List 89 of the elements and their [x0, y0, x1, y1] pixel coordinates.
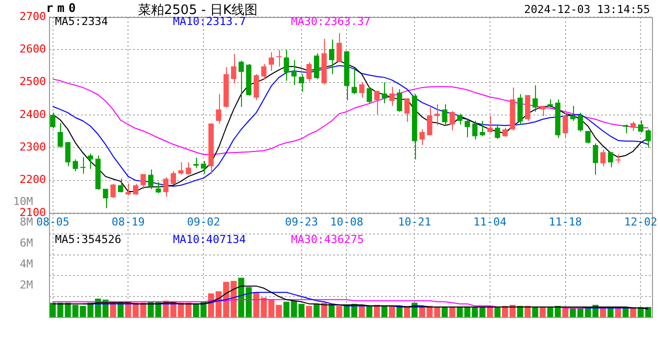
candlestick — [156, 181, 161, 194]
candlestick — [404, 98, 410, 122]
candlestick — [140, 174, 146, 190]
candlestick — [434, 104, 440, 126]
candlestick — [314, 52, 320, 80]
candlestick — [472, 120, 478, 140]
text: rm0 — [46, 1, 80, 15]
x-tick-label: 09-02 — [186, 215, 220, 228]
candlestick — [58, 122, 63, 148]
text: MA30:436275 — [291, 232, 364, 246]
x-tick-label: 10-21 — [398, 215, 432, 228]
candlestick — [442, 104, 448, 126]
candlestick — [502, 127, 508, 138]
y-tick-label: 6M — [20, 236, 34, 250]
candlestick — [480, 120, 486, 137]
candlestick — [419, 128, 425, 146]
text: 2024-12-03 13:14:55 — [524, 3, 650, 16]
y-tick-label: 2200 — [20, 173, 46, 186]
y-tick-label: 2500 — [20, 75, 46, 88]
candlestick — [268, 52, 274, 72]
candlestick — [65, 142, 70, 167]
candlestick — [464, 118, 470, 138]
y-tick-label: 2700 — [20, 10, 46, 23]
candlestick — [600, 149, 606, 167]
text: MA5:2334 — [55, 14, 108, 28]
candlestick — [170, 170, 176, 186]
candlestick — [396, 88, 402, 112]
candlestick — [50, 112, 56, 129]
candlestick — [216, 94, 222, 124]
candlestick — [646, 128, 651, 148]
candlestick — [389, 86, 395, 106]
x-tick-label: 09-23 — [284, 215, 318, 228]
candlestick — [457, 113, 462, 125]
candlestick — [366, 86, 372, 104]
candlestick — [261, 64, 266, 80]
x-tick-label: 08-19 — [112, 215, 145, 228]
candlestick — [254, 74, 259, 100]
candlestick — [494, 124, 500, 140]
candlestick — [276, 49, 282, 68]
candlestick — [374, 90, 380, 115]
candlestick — [118, 178, 124, 193]
y-tick-label: 10M — [13, 194, 34, 208]
candlestick — [298, 74, 304, 92]
candlestick — [80, 156, 86, 174]
candlestick — [186, 162, 192, 176]
y-tick-label: 2M — [20, 278, 34, 292]
candlestick — [382, 82, 388, 104]
candlestick — [630, 121, 636, 132]
x-tick-label: 11-18 — [548, 215, 582, 228]
candlestick — [532, 84, 538, 112]
candlestick — [178, 162, 184, 176]
candlestick — [585, 130, 591, 144]
candlestick — [88, 153, 94, 170]
y-tick-label: 2600 — [20, 42, 46, 56]
candlestick — [200, 160, 206, 174]
candlestick — [148, 169, 154, 190]
candlestick — [102, 188, 108, 209]
candlestick — [336, 32, 342, 63]
candlestick — [578, 112, 584, 132]
candlestick — [487, 115, 493, 134]
candlestick — [163, 176, 168, 198]
x-tick-label: 10-08 — [330, 215, 364, 228]
candlestick — [427, 106, 432, 136]
candlestick — [608, 152, 614, 168]
candlestick — [284, 49, 290, 82]
candlestick — [517, 94, 523, 126]
y-tick-label: 2300 — [20, 140, 46, 154]
candlestick — [570, 105, 576, 122]
candlestick — [352, 68, 357, 95]
candlestick — [329, 39, 334, 75]
candlestick — [592, 142, 598, 176]
x-tick-label: 12-02 — [624, 215, 658, 228]
y-tick-label: 2400 — [20, 108, 46, 121]
text: MA30:2363.37 — [291, 14, 370, 28]
x-tick-label: 11-04 — [473, 215, 507, 228]
candlestick — [450, 110, 455, 131]
candlestick — [562, 112, 568, 138]
y-tick-label: 4M — [20, 258, 34, 270]
candlestick — [291, 60, 297, 86]
candlestick — [72, 158, 78, 172]
candlestick — [110, 183, 116, 198]
candlestick — [126, 183, 131, 196]
candlestick — [231, 53, 236, 84]
candlestick — [238, 60, 244, 108]
text: MA10:407134 — [173, 232, 246, 246]
candlestick — [359, 82, 364, 98]
candlestick — [638, 120, 644, 134]
text: MA5:354526 — [55, 232, 122, 246]
candlestick — [306, 62, 312, 82]
